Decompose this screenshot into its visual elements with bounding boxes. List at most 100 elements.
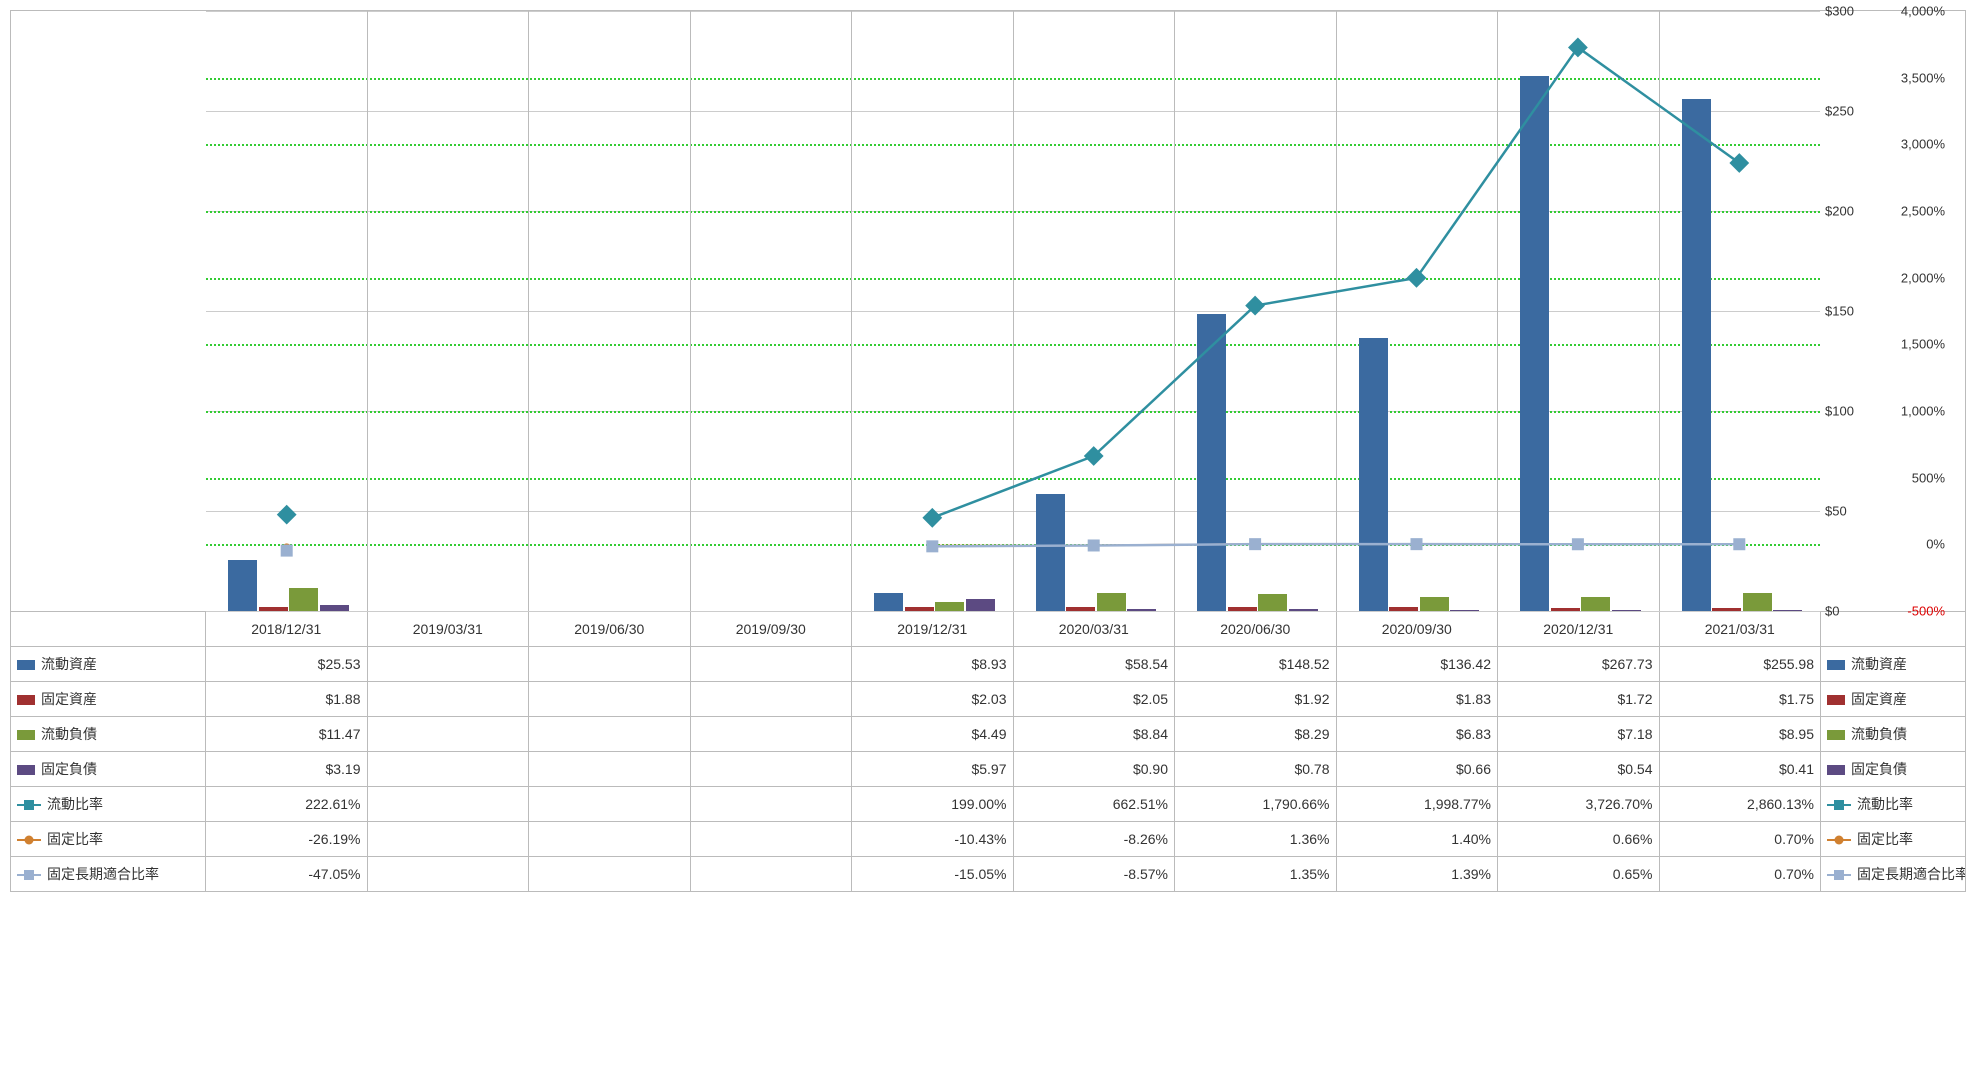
data-cell: $136.42 xyxy=(1336,647,1498,682)
data-cell xyxy=(367,647,529,682)
data-cell: 0.65% xyxy=(1498,857,1660,892)
data-cell xyxy=(690,647,852,682)
legend-cell: 流動比率 xyxy=(1821,787,1966,822)
data-cell: $3.19 xyxy=(206,752,368,787)
legend-cell: 固定長期適合比率 xyxy=(1821,857,1966,892)
data-cell xyxy=(367,752,529,787)
data-cell: -8.26% xyxy=(1013,822,1175,857)
right-pct-tick: 3,500% xyxy=(1880,70,1945,85)
row-header: 固定比率 xyxy=(11,822,206,857)
legend-cell: 流動資産 xyxy=(1821,647,1966,682)
table-corner xyxy=(11,612,206,647)
data-cell xyxy=(529,752,691,787)
period-header: 2019/06/30 xyxy=(529,612,691,647)
data-cell: $1.75 xyxy=(1659,682,1821,717)
legend-cell: 固定資産 xyxy=(1821,682,1966,717)
data-cell: $255.98 xyxy=(1659,647,1821,682)
data-cell: $2.03 xyxy=(852,682,1014,717)
data-cell: 199.00% xyxy=(852,787,1014,822)
data-cell xyxy=(367,717,529,752)
chart-plot-area: $0$50$100$150$200$250$300-500%0%500%1,00… xyxy=(10,10,1966,611)
right-dollar-tick: $200 xyxy=(1825,204,1875,219)
right-pct-tick: -500% xyxy=(1880,604,1945,619)
period-header: 2021/03/31 xyxy=(1659,612,1821,647)
data-cell: $0.90 xyxy=(1013,752,1175,787)
data-cell: 222.61% xyxy=(206,787,368,822)
data-cell xyxy=(690,752,852,787)
data-cell: $4.49 xyxy=(852,717,1014,752)
data-cell: $8.95 xyxy=(1659,717,1821,752)
data-cell: $0.78 xyxy=(1175,752,1337,787)
period-header: 2020/12/31 xyxy=(1498,612,1660,647)
row-header: 固定長期適合比率 xyxy=(11,857,206,892)
data-cell xyxy=(529,682,691,717)
data-cell: -15.05% xyxy=(852,857,1014,892)
data-cell: $0.41 xyxy=(1659,752,1821,787)
data-cell: $2.05 xyxy=(1013,682,1175,717)
data-cell: 1,790.66% xyxy=(1175,787,1337,822)
data-cell: 0.66% xyxy=(1498,822,1660,857)
data-cell: 0.70% xyxy=(1659,857,1821,892)
data-cell: 1.39% xyxy=(1336,857,1498,892)
data-cell xyxy=(529,787,691,822)
data-cell: $0.54 xyxy=(1498,752,1660,787)
data-table: 2018/12/312019/03/312019/06/302019/09/30… xyxy=(10,611,1966,892)
data-cell xyxy=(367,822,529,857)
period-header: 2020/09/30 xyxy=(1336,612,1498,647)
data-cell: -26.19% xyxy=(206,822,368,857)
data-cell: $1.83 xyxy=(1336,682,1498,717)
data-cell: 1.36% xyxy=(1175,822,1337,857)
data-cell xyxy=(529,857,691,892)
right-pct-tick: 500% xyxy=(1880,470,1945,485)
chart-with-table: $0$50$100$150$200$250$300-500%0%500%1,00… xyxy=(0,0,1976,902)
data-cell: $1.72 xyxy=(1498,682,1660,717)
data-cell: 662.51% xyxy=(1013,787,1175,822)
row-header: 固定負債 xyxy=(11,752,206,787)
data-cell: -8.57% xyxy=(1013,857,1175,892)
period-header: 2019/03/31 xyxy=(367,612,529,647)
period-header: 2019/09/30 xyxy=(690,612,852,647)
legend-cell: 固定負債 xyxy=(1821,752,1966,787)
data-cell: $7.18 xyxy=(1498,717,1660,752)
data-cell xyxy=(367,857,529,892)
row-header: 固定資産 xyxy=(11,682,206,717)
legend-cell: 流動負債 xyxy=(1821,717,1966,752)
data-cell: $0.66 xyxy=(1336,752,1498,787)
data-cell: -10.43% xyxy=(852,822,1014,857)
data-cell: $1.88 xyxy=(206,682,368,717)
row-header: 流動負債 xyxy=(11,717,206,752)
data-cell xyxy=(690,717,852,752)
data-cell: 1,998.77% xyxy=(1336,787,1498,822)
period-header: 2020/06/30 xyxy=(1175,612,1337,647)
data-cell: 1.40% xyxy=(1336,822,1498,857)
data-cell: $6.83 xyxy=(1336,717,1498,752)
data-cell xyxy=(690,787,852,822)
row-header: 流動比率 xyxy=(11,787,206,822)
data-cell xyxy=(529,822,691,857)
right-dollar-tick: $150 xyxy=(1825,304,1875,319)
data-cell: $5.97 xyxy=(852,752,1014,787)
data-cell: 3,726.70% xyxy=(1498,787,1660,822)
right-dollar-tick: $0 xyxy=(1825,604,1875,619)
right-pct-tick: 2,000% xyxy=(1880,270,1945,285)
data-cell xyxy=(529,717,691,752)
data-cell: $8.29 xyxy=(1175,717,1337,752)
data-cell xyxy=(367,682,529,717)
data-cell: -47.05% xyxy=(206,857,368,892)
right-pct-tick: 4,000% xyxy=(1880,4,1945,19)
right-pct-tick: 3,000% xyxy=(1880,137,1945,152)
data-cell: $1.92 xyxy=(1175,682,1337,717)
data-cell xyxy=(690,682,852,717)
row-header: 流動資産 xyxy=(11,647,206,682)
data-cell xyxy=(529,647,691,682)
data-cell: 2,860.13% xyxy=(1659,787,1821,822)
data-cell: $8.84 xyxy=(1013,717,1175,752)
data-cell: $8.93 xyxy=(852,647,1014,682)
right-dollar-tick: $250 xyxy=(1825,104,1875,119)
right-pct-tick: 2,500% xyxy=(1880,204,1945,219)
data-cell: 1.35% xyxy=(1175,857,1337,892)
data-cell: 0.70% xyxy=(1659,822,1821,857)
data-cell: $267.73 xyxy=(1498,647,1660,682)
period-header: 2018/12/31 xyxy=(206,612,368,647)
period-header: 2019/12/31 xyxy=(852,612,1014,647)
